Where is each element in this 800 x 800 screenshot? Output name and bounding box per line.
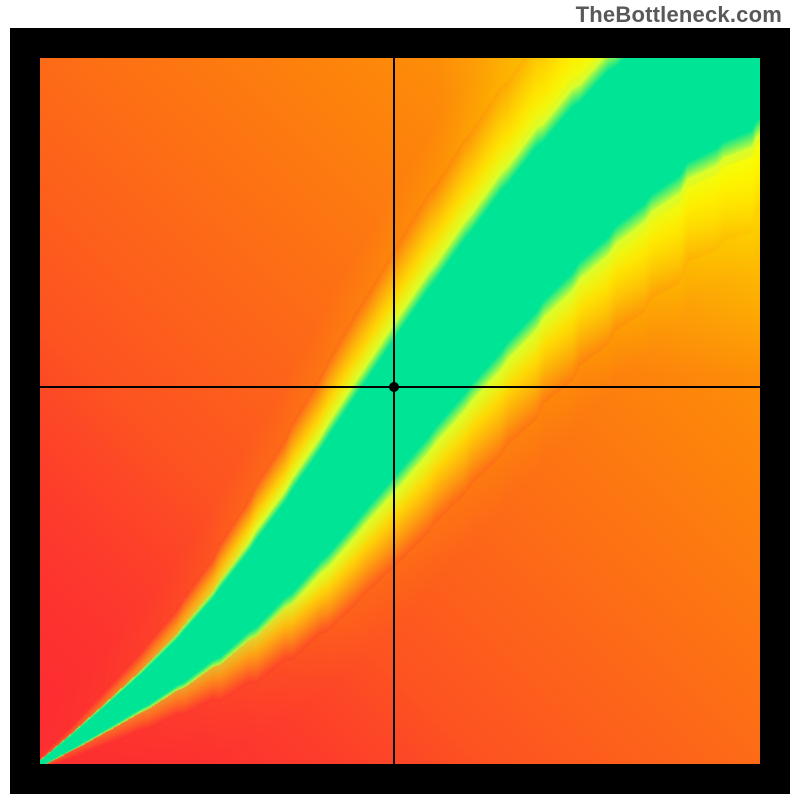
crosshair-vertical [393,58,395,764]
watermark-text: TheBottleneck.com [576,2,782,28]
crosshair-horizontal [40,386,760,388]
bottleneck-heatmap [40,58,760,764]
